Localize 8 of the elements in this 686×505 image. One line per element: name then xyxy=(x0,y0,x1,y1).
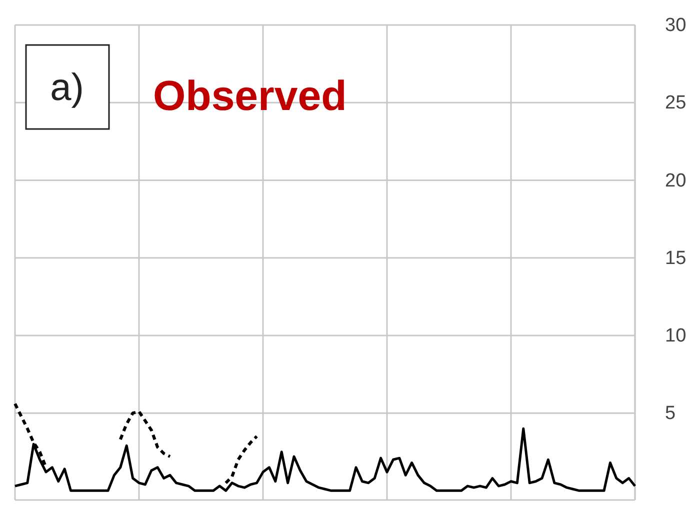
y-tick-label: 20 xyxy=(665,170,686,192)
y-tick-label: 10 xyxy=(665,326,686,347)
y-tick-label: 25 xyxy=(665,92,686,114)
y-tick-label: 5 xyxy=(665,403,676,424)
annotation: a) xyxy=(50,67,84,109)
y-tick-label: 30 xyxy=(665,15,686,36)
y-tick-label: 15 xyxy=(665,248,686,269)
text: Observed xyxy=(153,72,347,119)
